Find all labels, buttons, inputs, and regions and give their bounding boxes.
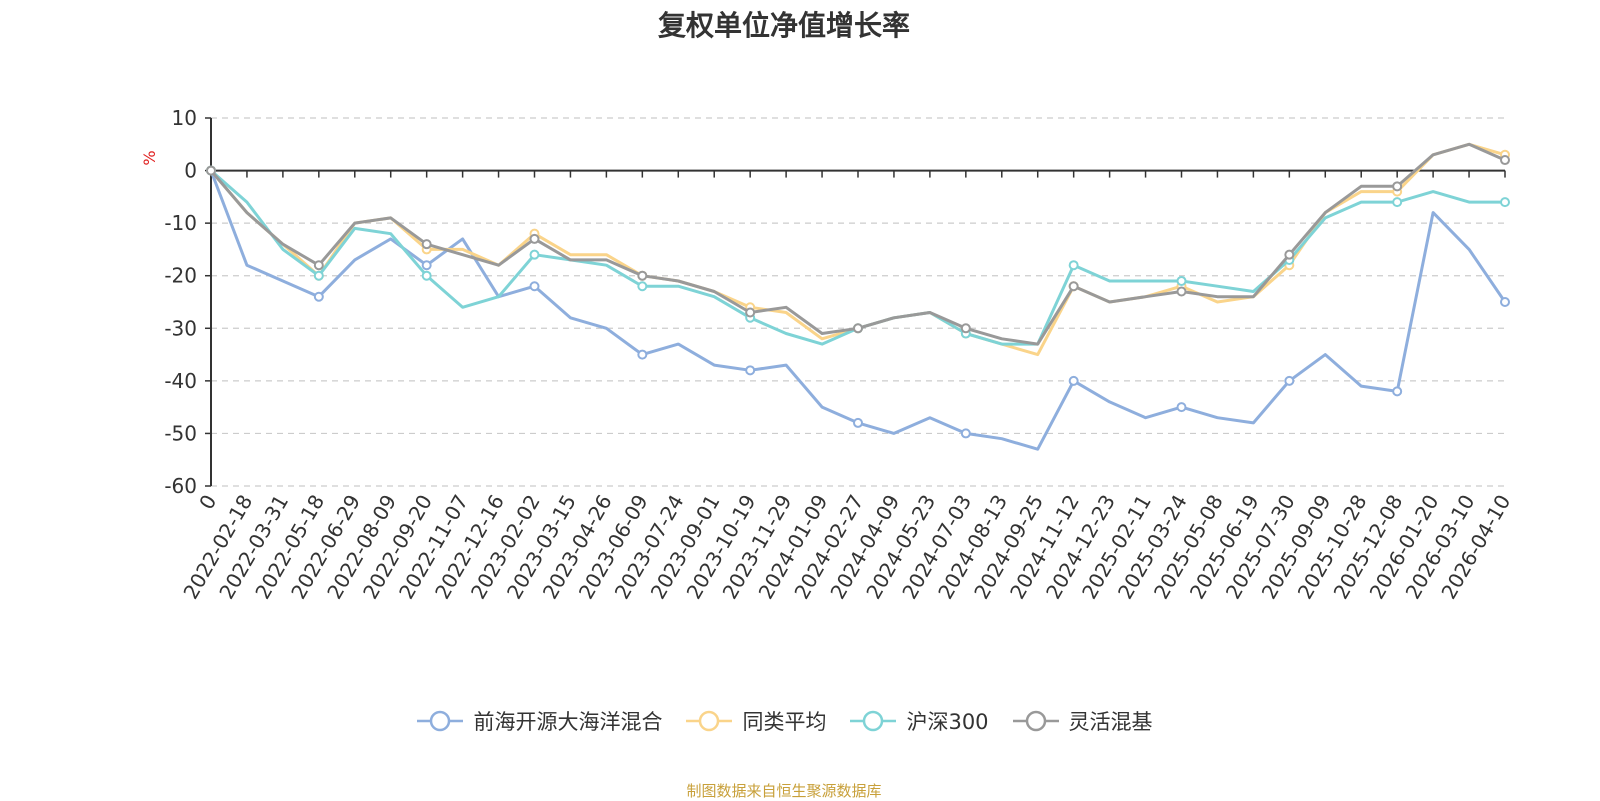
series-line bbox=[210, 169, 1505, 346]
data-point bbox=[1392, 386, 1403, 397]
data-point bbox=[421, 270, 432, 281]
data-point bbox=[637, 349, 648, 360]
y-tick-label: 10 bbox=[172, 106, 197, 130]
data-point bbox=[1176, 402, 1187, 413]
data-point bbox=[745, 307, 756, 318]
data-point bbox=[1176, 286, 1187, 297]
data-point bbox=[1500, 197, 1510, 208]
data-point bbox=[313, 270, 324, 281]
legend-label: 同类平均 bbox=[742, 710, 827, 734]
chart-title: 复权单位净值增长率 bbox=[657, 9, 910, 42]
y-axis-label: % bbox=[140, 150, 159, 165]
data-point bbox=[745, 365, 756, 376]
data-point bbox=[529, 249, 540, 260]
data-point bbox=[853, 417, 863, 428]
data-point bbox=[529, 281, 540, 292]
data-point bbox=[853, 323, 863, 334]
data-point bbox=[637, 270, 648, 281]
data-point bbox=[960, 428, 971, 439]
data-point bbox=[206, 165, 216, 176]
legend-item[interactable]: 灵活混基 bbox=[1011, 706, 1153, 736]
y-tick-label: 0 bbox=[184, 159, 197, 183]
data-point bbox=[637, 281, 648, 292]
y-tick-label: -20 bbox=[164, 264, 197, 288]
legend-line-marker-icon bbox=[417, 710, 464, 732]
data-point bbox=[421, 260, 432, 271]
legend-line-marker-icon bbox=[686, 710, 733, 732]
data-point bbox=[529, 233, 540, 244]
axis-labels: 100-10-20-30-40-50-60%02022-02-182022-03… bbox=[140, 106, 1515, 603]
y-tick-label: -60 bbox=[164, 474, 197, 498]
legend-line-marker-icon bbox=[850, 710, 897, 732]
data-point bbox=[1176, 275, 1187, 286]
legend-label: 灵活混基 bbox=[1068, 710, 1153, 734]
data-point bbox=[1392, 197, 1403, 208]
y-tick-label: -10 bbox=[164, 211, 197, 235]
legend-label: 前海开源大海洋混合 bbox=[473, 710, 663, 734]
series-line bbox=[209, 170, 1507, 451]
data-point bbox=[1068, 260, 1079, 271]
legend-label: 沪深300 bbox=[906, 710, 989, 734]
source-note: 制图数据来自恒生聚源数据库 bbox=[686, 782, 882, 800]
data-point bbox=[1500, 155, 1510, 166]
series-lines bbox=[206, 142, 1510, 451]
legend-item[interactable]: 同类平均 bbox=[684, 706, 826, 736]
y-tick-label: -40 bbox=[164, 369, 197, 393]
legend-item[interactable]: 沪深300 bbox=[848, 706, 989, 736]
data-point bbox=[960, 323, 971, 334]
y-tick-label: -50 bbox=[164, 421, 197, 445]
data-point bbox=[313, 260, 324, 271]
data-point bbox=[1068, 281, 1079, 292]
legend: 前海开源大海洋混合 同类平均 沪深300 灵活混基 bbox=[0, 706, 1568, 736]
legend-line-marker-icon bbox=[1012, 710, 1059, 732]
data-point bbox=[1392, 181, 1403, 192]
data-point bbox=[1284, 375, 1295, 386]
legend-item[interactable]: 前海开源大海洋混合 bbox=[415, 706, 662, 736]
x-tick-label: 0 bbox=[194, 491, 221, 514]
data-point bbox=[421, 239, 432, 250]
data-point bbox=[313, 291, 324, 302]
axes bbox=[205, 117, 1506, 487]
data-point bbox=[1068, 375, 1079, 386]
data-point bbox=[1284, 249, 1295, 260]
data-point bbox=[1500, 297, 1510, 307]
y-tick-label: -30 bbox=[164, 316, 197, 340]
